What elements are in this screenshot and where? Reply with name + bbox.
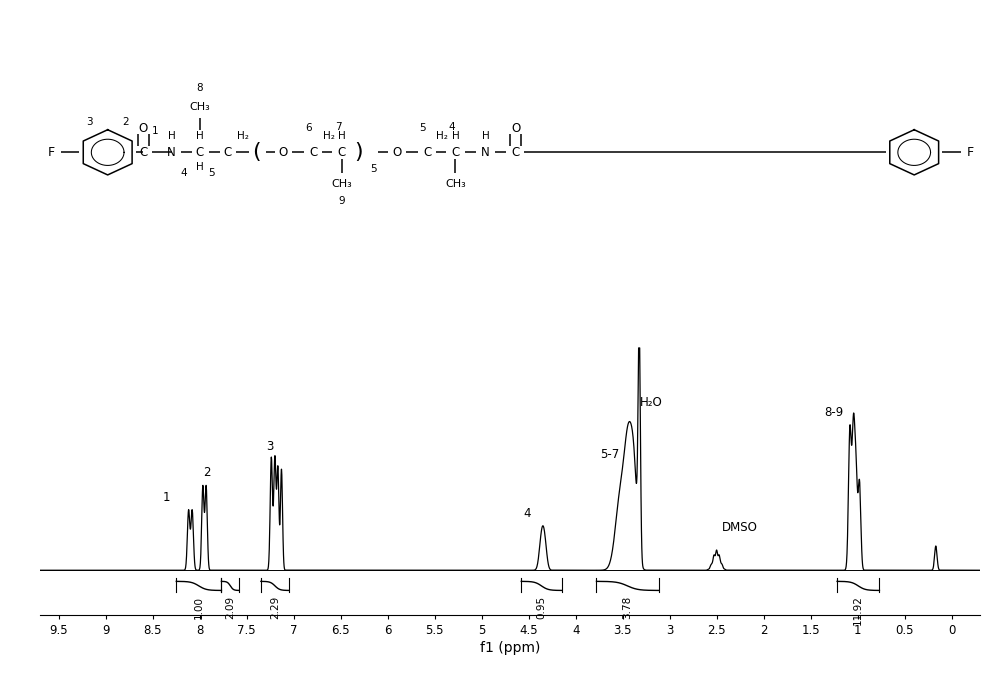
Text: O: O — [279, 146, 288, 159]
Text: 5: 5 — [208, 169, 214, 178]
Text: DMSO: DMSO — [722, 521, 758, 534]
Text: O: O — [139, 122, 148, 135]
Text: (: ( — [252, 142, 261, 163]
Text: H: H — [482, 130, 489, 141]
Text: 8: 8 — [196, 83, 203, 94]
Text: N: N — [481, 146, 490, 159]
Text: 5: 5 — [419, 123, 426, 133]
Text: C: C — [451, 146, 460, 159]
Text: C: C — [139, 146, 148, 159]
Text: C: C — [309, 146, 318, 159]
Text: 3.78: 3.78 — [622, 596, 633, 619]
Text: H₂: H₂ — [237, 130, 249, 141]
Text: 6: 6 — [306, 123, 312, 133]
Text: 5: 5 — [370, 164, 377, 174]
Text: 4: 4 — [523, 507, 531, 520]
Text: O: O — [393, 146, 402, 159]
Text: C: C — [512, 146, 520, 159]
Text: 9: 9 — [338, 196, 345, 206]
Text: ): ) — [354, 142, 363, 163]
Text: 2: 2 — [203, 466, 210, 479]
Text: 5-7: 5-7 — [600, 448, 619, 461]
Text: O: O — [511, 122, 520, 135]
Text: CH₃: CH₃ — [331, 179, 352, 189]
Text: 2: 2 — [122, 117, 129, 127]
Text: H: H — [196, 163, 204, 172]
Text: H₂: H₂ — [323, 130, 335, 141]
Text: CH₃: CH₃ — [445, 179, 466, 189]
Text: 7: 7 — [335, 122, 341, 132]
X-axis label: f1 (ppm): f1 (ppm) — [480, 641, 540, 655]
Text: CH₃: CH₃ — [189, 102, 210, 112]
Text: 1.00: 1.00 — [194, 596, 204, 619]
Text: 2.09: 2.09 — [225, 596, 235, 619]
Text: H₂: H₂ — [436, 130, 448, 141]
Text: C: C — [423, 146, 431, 159]
Text: 3: 3 — [266, 440, 273, 453]
Text: 3: 3 — [87, 117, 93, 127]
Text: 2.29: 2.29 — [270, 596, 280, 619]
Text: H: H — [196, 130, 204, 141]
Text: 8-9: 8-9 — [825, 406, 844, 419]
Text: 1: 1 — [163, 490, 171, 503]
Text: 1: 1 — [152, 126, 159, 136]
Text: C: C — [196, 146, 204, 159]
Text: F: F — [48, 146, 55, 159]
Text: C: C — [338, 146, 346, 159]
Text: 4: 4 — [448, 122, 455, 132]
Text: N: N — [167, 146, 176, 159]
Text: 11.92: 11.92 — [853, 596, 863, 626]
Text: H: H — [338, 130, 346, 141]
Text: H: H — [452, 130, 459, 141]
Text: F: F — [967, 146, 974, 159]
Text: 4: 4 — [181, 169, 187, 178]
Text: 0.95: 0.95 — [536, 596, 546, 619]
Text: H: H — [168, 130, 175, 141]
Text: H₂O: H₂O — [640, 395, 662, 408]
Text: C: C — [224, 146, 232, 159]
